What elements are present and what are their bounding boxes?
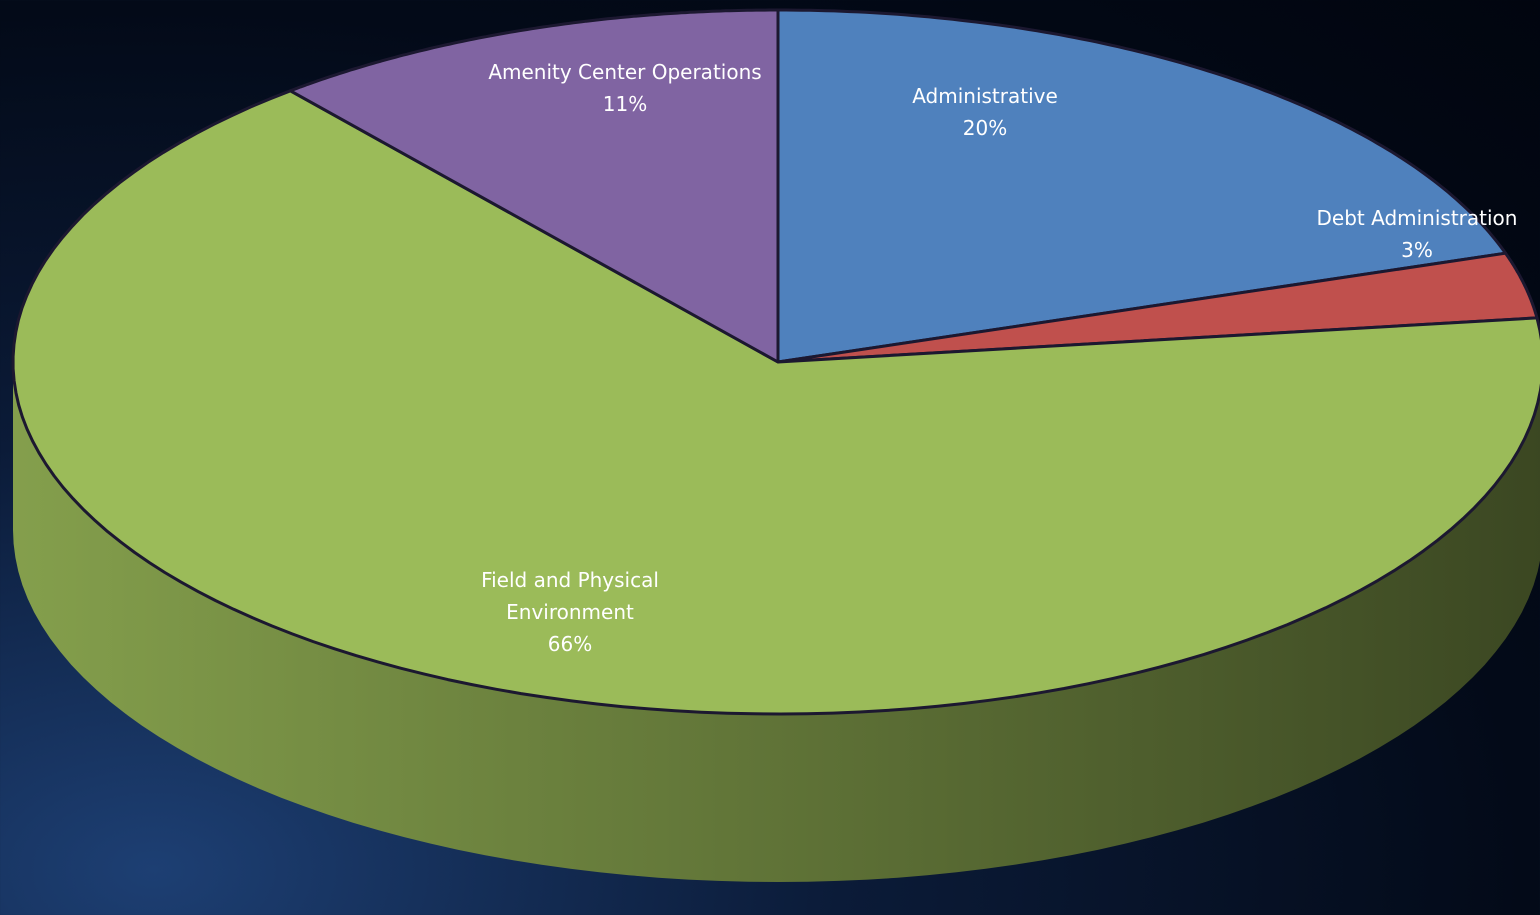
slice-side <box>13 362 1540 882</box>
slice <box>288 8 780 364</box>
value-label: 20% <box>962 116 1008 140</box>
value-label: 11% <box>602 92 648 116</box>
slice <box>776 251 1539 364</box>
category-name: Administrative <box>912 84 1058 108</box>
category-name: Debt Administration <box>1316 206 1518 230</box>
data-label: Administrative 20% <box>855 80 1115 144</box>
slice <box>11 89 1540 716</box>
value-label: 66% <box>547 632 593 656</box>
data-label: Field and Physical Environment 66% <box>465 564 675 660</box>
slice <box>776 8 1508 364</box>
category-name: Amenity Center Operations <box>488 60 762 84</box>
value-label: 3% <box>1401 238 1433 262</box>
category-name: Field and Physical Environment <box>481 568 659 624</box>
data-label: Debt Administration 3% <box>1287 202 1540 266</box>
data-label: Amenity Center Operations 11% <box>465 56 785 120</box>
